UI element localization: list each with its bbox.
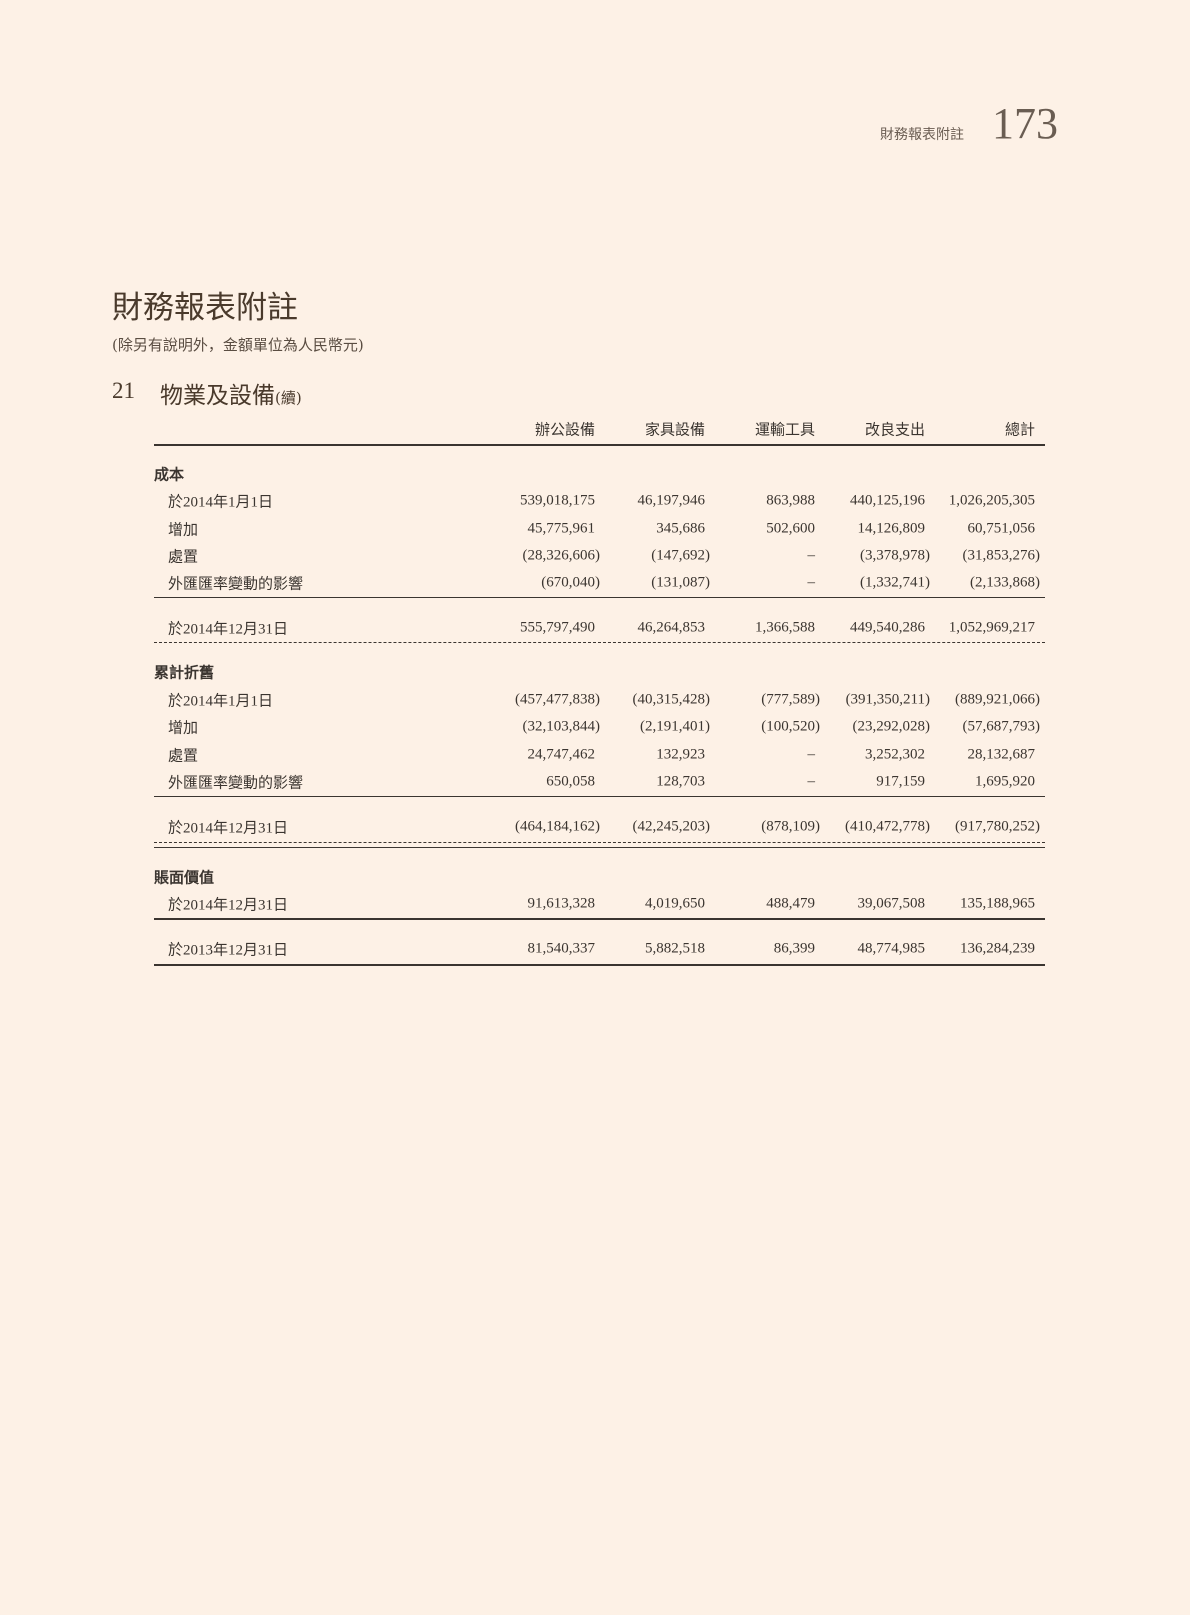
- table-rule: [154, 847, 1045, 848]
- table-cell: (464,184,162): [515, 818, 600, 835]
- table-cell: 48,774,985: [857, 940, 926, 957]
- table-cell: 440,125,196: [850, 492, 925, 509]
- table-cell: 555,797,490: [520, 619, 595, 636]
- column-header: 改良支出: [864, 422, 925, 439]
- table-cell: (3,378,978): [860, 547, 930, 564]
- row-label: 處置: [168, 748, 199, 765]
- group-label: 累計折舊: [154, 665, 215, 682]
- table-cell: (100,520): [761, 718, 820, 735]
- table-cell: 650,058: [546, 773, 595, 790]
- table-cell: (57,687,793): [962, 718, 1041, 735]
- table-cell: 502,600: [766, 520, 815, 537]
- row-label: 增加: [168, 522, 199, 539]
- table-cell: 46,197,946: [637, 492, 706, 509]
- table-cell: (23,292,028): [852, 718, 931, 735]
- table-cell: –: [807, 547, 816, 564]
- section-title-text: 物業及設備: [160, 383, 275, 409]
- table-rule: [154, 842, 1045, 843]
- table-cell: –: [807, 574, 816, 591]
- table-cell: (391,350,211): [845, 691, 930, 708]
- table-cell: (917,780,252): [955, 818, 1040, 835]
- table-rule: [154, 444, 1045, 446]
- column-header: 辦公設備: [534, 422, 595, 439]
- column-header: 運輸工具: [754, 422, 815, 439]
- table-cell: 86,399: [773, 940, 815, 957]
- table-cell: 1,695,920: [975, 773, 1035, 790]
- running-header: 財務報表附註: [880, 127, 964, 143]
- table-cell: –: [807, 773, 816, 790]
- table-cell: 449,540,286: [850, 619, 925, 636]
- table-cell: 1,026,205,305: [948, 492, 1035, 509]
- page-number: 173: [992, 99, 1058, 148]
- row-label: 處置: [168, 549, 199, 566]
- section-number: 21: [112, 378, 135, 403]
- table-cell: 135,188,965: [960, 895, 1035, 912]
- table-cell: 917,159: [876, 773, 925, 790]
- table-rule: [154, 964, 1045, 966]
- table-cell: 488,479: [766, 895, 815, 912]
- table-rule: [154, 918, 1045, 920]
- table-cell: –: [807, 746, 816, 763]
- column-header: 總計: [1004, 422, 1035, 439]
- row-label: 於2014年12月31日: [168, 897, 289, 914]
- table-cell: (28,326,606): [522, 547, 601, 564]
- table-cell: (147,692): [651, 547, 710, 564]
- table-cell: 5,882,518: [645, 940, 705, 957]
- table-cell: 136,284,239: [960, 940, 1035, 957]
- row-label: 外匯匯率變動的影響: [168, 576, 304, 593]
- table-cell: 345,686: [656, 520, 705, 537]
- row-label: 於2014年12月31日: [168, 820, 289, 837]
- table-cell: 4,019,650: [645, 895, 705, 912]
- table-cell: (131,087): [651, 574, 710, 591]
- column-header: 家具設備: [644, 422, 705, 439]
- table-cell: 539,018,175: [520, 492, 595, 509]
- table-cell: (777,589): [761, 691, 820, 708]
- table-cell: 28,132,687: [967, 746, 1036, 763]
- group-label: 賬面價值: [154, 870, 215, 887]
- table-cell: (31,853,276): [962, 547, 1041, 564]
- table-cell: 60,751,056: [967, 520, 1036, 537]
- row-label: 於2014年1月1日: [168, 693, 274, 710]
- row-label: 增加: [168, 720, 199, 737]
- section-title: 物業及設備(續): [160, 376, 302, 410]
- row-label: 外匯匯率變動的影響: [168, 775, 304, 792]
- table-rule: [154, 642, 1045, 643]
- table-cell: 1,366,588: [755, 619, 815, 636]
- table-cell: (2,191,401): [640, 718, 710, 735]
- table-cell: (2,133,868): [970, 574, 1040, 591]
- table-cell: 863,988: [766, 492, 815, 509]
- table-cell: (410,472,778): [845, 818, 930, 835]
- table-cell: 81,540,337: [527, 940, 596, 957]
- page-title: 財務報表附註: [112, 290, 298, 326]
- table-cell: (889,921,066): [955, 691, 1040, 708]
- table-cell: 45,775,961: [527, 520, 596, 537]
- table-cell: 1,052,969,217: [948, 619, 1035, 636]
- table-cell: 3,252,302: [865, 746, 925, 763]
- table-cell: (32,103,844): [522, 718, 601, 735]
- table-cell: (1,332,741): [860, 574, 930, 591]
- table-cell: (457,477,838): [515, 691, 600, 708]
- table-cell: (670,040): [541, 574, 600, 591]
- page-subtitle: (除另有說明外，金額單位為人民幣元): [112, 336, 364, 354]
- table-cell: 128,703: [656, 773, 705, 790]
- section-continued: (續): [275, 389, 302, 407]
- table-cell: (42,245,203): [632, 818, 711, 835]
- table-rule: [154, 597, 1045, 598]
- group-label: 成本: [154, 467, 185, 484]
- table-cell: 91,613,328: [527, 895, 596, 912]
- table-cell: (878,109): [761, 818, 820, 835]
- row-label: 於2014年1月1日: [168, 494, 274, 511]
- row-label: 於2013年12月31日: [168, 942, 289, 959]
- row-label: 於2014年12月31日: [168, 621, 289, 638]
- table-cell: 14,126,809: [857, 520, 926, 537]
- table-cell: 39,067,508: [857, 895, 926, 912]
- table-cell: (40,315,428): [632, 691, 711, 708]
- table-rule: [154, 796, 1045, 797]
- table-cell: 46,264,853: [637, 619, 706, 636]
- table-cell: 24,747,462: [527, 746, 596, 763]
- table-cell: 132,923: [656, 746, 705, 763]
